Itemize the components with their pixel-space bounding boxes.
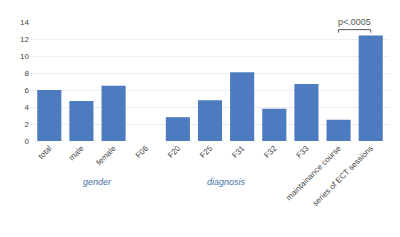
svg-text:4: 4: [25, 103, 30, 112]
svg-text:male: male: [67, 143, 86, 162]
svg-text:8: 8: [25, 69, 30, 78]
svg-text:14: 14: [20, 18, 29, 27]
svg-text:6: 6: [25, 86, 30, 95]
svg-text:female: female: [94, 143, 118, 167]
svg-text:total: total: [36, 144, 53, 161]
svg-text:maintainance course: maintainance course: [284, 143, 343, 202]
svg-text:series of ECT sessions: series of ECT sessions: [311, 144, 375, 208]
svg-text:F31: F31: [230, 143, 247, 160]
svg-text:0: 0: [25, 137, 30, 146]
svg-text:F33: F33: [295, 143, 312, 160]
svg-text:F32: F32: [262, 143, 279, 160]
svg-text:F20: F20: [166, 143, 183, 160]
svg-text:gender: gender: [83, 177, 112, 187]
svg-text:2: 2: [25, 120, 30, 129]
svg-text:F06: F06: [134, 143, 151, 160]
svg-text:F25: F25: [198, 143, 215, 160]
svg-text:p<.0005: p<.0005: [338, 17, 371, 27]
svg-text:diagnosis: diagnosis: [207, 177, 246, 187]
svg-text:12: 12: [20, 35, 29, 44]
svg-text:10: 10: [20, 52, 29, 61]
